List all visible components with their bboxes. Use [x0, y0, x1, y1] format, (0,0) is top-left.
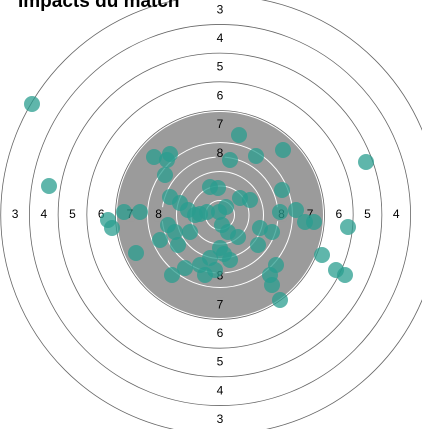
impact [337, 267, 353, 283]
ring-label: 8 [217, 146, 224, 160]
ring-label: 4 [217, 383, 224, 397]
ring-label-bg [215, 30, 225, 45]
ring-label: 6 [217, 326, 224, 340]
impact [288, 202, 304, 218]
ring-label-bg [10, 207, 20, 222]
impact [41, 178, 57, 194]
chart-title: Impacts du match [18, 0, 180, 12]
impact [250, 237, 266, 253]
impact [272, 204, 288, 220]
ring-label-bg [215, 88, 225, 103]
impacts [24, 96, 374, 308]
ring-label: 5 [364, 207, 371, 221]
impact [128, 245, 144, 261]
ring [86, 81, 354, 349]
ring-label-bg [215, 297, 225, 312]
ring-label: 3 [12, 207, 19, 221]
ring-label-bg [215, 59, 225, 74]
ring-label: 4 [40, 207, 47, 221]
impact [230, 229, 246, 245]
ring-label: 6 [98, 207, 105, 221]
ring-label-bg [391, 207, 401, 222]
ring-label: 7 [217, 117, 224, 131]
impact [164, 267, 180, 283]
ring-label: 3 [217, 2, 224, 16]
impact [207, 262, 223, 278]
impact [210, 180, 226, 196]
impact [159, 152, 175, 168]
impact [222, 152, 238, 168]
ring-label: 7 [307, 207, 314, 221]
ring-label: 5 [217, 355, 224, 369]
ring-label: 7 [217, 297, 224, 311]
ring-label-bg [154, 207, 164, 222]
impact [222, 252, 238, 268]
ring-label-bg [420, 207, 422, 222]
impact [152, 232, 168, 248]
impact [132, 204, 148, 220]
ring-label: 4 [217, 31, 224, 45]
ring [57, 52, 383, 378]
ring-label-bg [215, 412, 225, 427]
impact [146, 149, 162, 165]
ring-label-bg [215, 2, 225, 17]
ring-label-bg [215, 117, 225, 132]
ring-label: 4 [393, 207, 400, 221]
impact [248, 148, 264, 164]
impact [314, 247, 330, 263]
impact [340, 219, 356, 235]
ring-label: 6 [217, 88, 224, 102]
impact [199, 204, 215, 220]
ring [29, 24, 411, 406]
ring-label-bg [39, 207, 49, 222]
ring-label: 6 [335, 207, 342, 221]
impact [170, 237, 186, 253]
impact [358, 154, 374, 170]
ring-label-bg [215, 145, 225, 160]
impact [167, 224, 183, 240]
ring-label: 5 [69, 207, 76, 221]
impact [157, 167, 173, 183]
ring-label-bg [334, 207, 344, 222]
impact [306, 214, 322, 230]
ring-label-bg [215, 354, 225, 369]
ring-label-bg [305, 207, 315, 222]
impact [275, 142, 291, 158]
impact [242, 192, 258, 208]
ring-label-bg [215, 383, 225, 398]
ring-label: 5 [217, 60, 224, 74]
ring-label-bg [363, 207, 373, 222]
ring-label-bg [96, 207, 106, 222]
impact [264, 224, 280, 240]
impact [104, 220, 120, 236]
ring [115, 110, 325, 320]
impact [274, 182, 290, 198]
impact [264, 277, 280, 293]
impact [231, 127, 247, 143]
ring-label: 3 [217, 412, 224, 426]
impact [218, 199, 234, 215]
impact [24, 96, 40, 112]
impact [116, 204, 132, 220]
ring-label-bg [68, 207, 78, 222]
ring-label: 8 [155, 207, 162, 221]
impact [272, 292, 288, 308]
ring-label-bg [215, 325, 225, 340]
impact [182, 224, 198, 240]
impact [177, 260, 193, 276]
